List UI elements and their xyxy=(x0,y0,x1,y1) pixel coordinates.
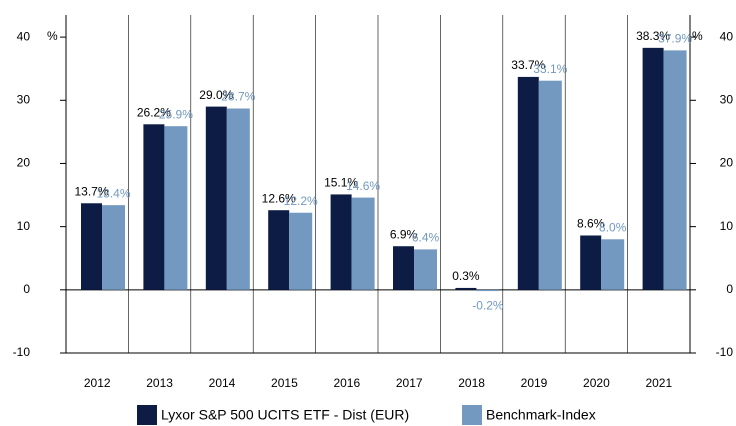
value-label: 38.3% xyxy=(636,29,670,43)
bar xyxy=(414,249,437,290)
bar xyxy=(351,197,375,290)
value-label: 25.9% xyxy=(159,107,193,121)
x-tick-label: 2014 xyxy=(209,376,236,390)
x-tick-label: 2012 xyxy=(84,376,111,390)
y2-tick-label: -10 xyxy=(716,345,734,359)
y2-tick-label: 10 xyxy=(720,219,734,233)
x-tick-label: 2017 xyxy=(396,376,423,390)
legend-label: Benchmark-Index xyxy=(486,407,596,423)
y2-tick-label: 0 xyxy=(726,282,733,296)
bar xyxy=(455,287,477,290)
value-label: 6.4% xyxy=(412,231,440,245)
value-label: 28.7% xyxy=(221,90,255,104)
value-label: 37.9% xyxy=(658,32,692,46)
x-tick-label: 2016 xyxy=(333,376,360,390)
legend-swatch xyxy=(462,405,482,425)
y2-tick-label: 20 xyxy=(720,156,734,170)
x-tick-label: 2020 xyxy=(583,376,610,390)
value-label: 6.9% xyxy=(390,227,418,241)
y-tick-label: 10 xyxy=(17,219,31,233)
x-tick-label: 2013 xyxy=(146,376,173,390)
value-label: 26.2% xyxy=(137,105,171,119)
bar xyxy=(205,106,227,290)
bar xyxy=(538,80,562,290)
value-label: -0.2% xyxy=(472,298,504,312)
bar xyxy=(601,239,625,290)
bar xyxy=(81,203,102,290)
x-tick-label: 2015 xyxy=(271,376,298,390)
value-label: 13.7% xyxy=(74,184,108,198)
value-label: 29.0% xyxy=(199,88,233,102)
bar xyxy=(330,194,352,290)
value-label: 14.6% xyxy=(346,179,380,193)
value-label: 33.7% xyxy=(511,58,545,72)
x-tick-label: 2018 xyxy=(458,376,485,390)
value-label: 0.3% xyxy=(452,269,480,283)
value-label: 13.4% xyxy=(96,186,130,200)
y2-unit: % xyxy=(692,29,703,43)
bar xyxy=(663,50,687,290)
x-tick-label: 2019 xyxy=(521,376,548,390)
y-tick-label: 30 xyxy=(17,92,31,106)
y-tick-label: 20 xyxy=(17,156,31,170)
y2-tick-label: 40 xyxy=(720,29,734,43)
bar xyxy=(226,108,250,290)
bar xyxy=(476,289,500,292)
x-tick-label: 2021 xyxy=(645,376,672,390)
bar xyxy=(143,124,165,290)
y2-tick-label: 30 xyxy=(720,92,734,106)
bar xyxy=(289,212,313,290)
bar xyxy=(268,210,290,290)
y-tick-label: 0 xyxy=(23,282,30,296)
value-label: 12.6% xyxy=(262,191,296,205)
bar xyxy=(517,76,539,290)
bar xyxy=(164,126,188,290)
value-label: 15.1% xyxy=(324,176,358,190)
y-tick-label: -10 xyxy=(13,345,31,359)
value-label: 12.2% xyxy=(284,194,318,208)
value-label: 33.1% xyxy=(533,62,567,76)
value-label: 8.0% xyxy=(599,220,627,234)
y-tick-label: 40 xyxy=(17,29,31,43)
legend-label: Lyxor S&P 500 UCITS ETF - Dist (EUR) xyxy=(161,407,409,423)
bar xyxy=(393,246,414,290)
bar xyxy=(102,205,125,290)
y-unit: % xyxy=(47,29,58,43)
legend-swatch xyxy=(137,405,157,425)
bar xyxy=(642,47,664,290)
bar xyxy=(580,235,602,290)
value-label: 8.6% xyxy=(577,217,605,231)
